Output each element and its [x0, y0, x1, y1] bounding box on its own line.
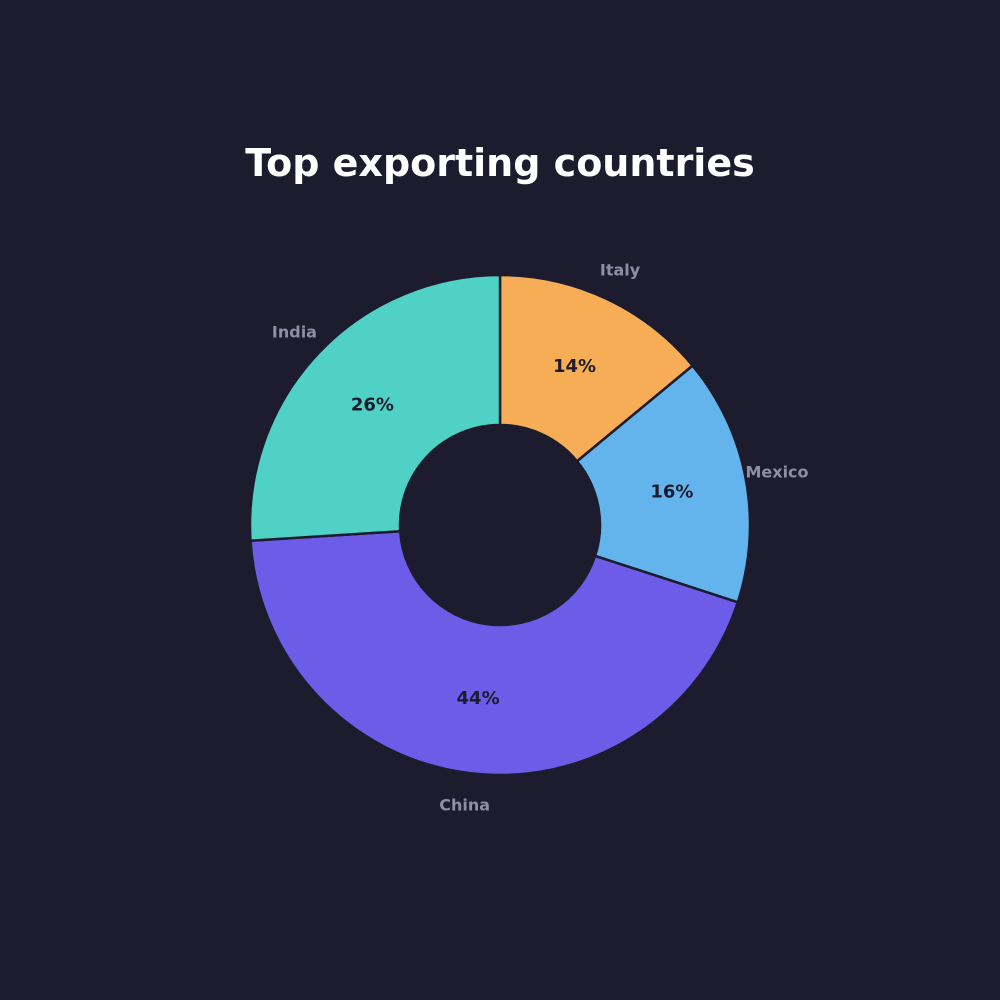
- slice-mexico: [575, 364, 752, 604]
- slice-india: [248, 273, 502, 542]
- value-label-india: 26%: [351, 395, 394, 416]
- value-labels-group: 14% 16% 44% 26%: [351, 356, 694, 709]
- value-label-china: 44%: [457, 688, 500, 709]
- slice-china: [249, 530, 740, 777]
- slice-italy: [498, 273, 694, 463]
- category-labels-group: Italy Mexico China India: [272, 260, 809, 814]
- category-label-india: India: [272, 322, 317, 341]
- value-label-italy: 14%: [553, 356, 596, 377]
- category-label-mexico: Mexico: [745, 463, 808, 482]
- category-label-italy: Italy: [600, 260, 641, 279]
- slices-group: [248, 273, 752, 777]
- value-label-mexico: 16%: [650, 482, 693, 503]
- category-label-china: China: [439, 795, 490, 814]
- chart-title: Top exporting countries: [245, 141, 754, 185]
